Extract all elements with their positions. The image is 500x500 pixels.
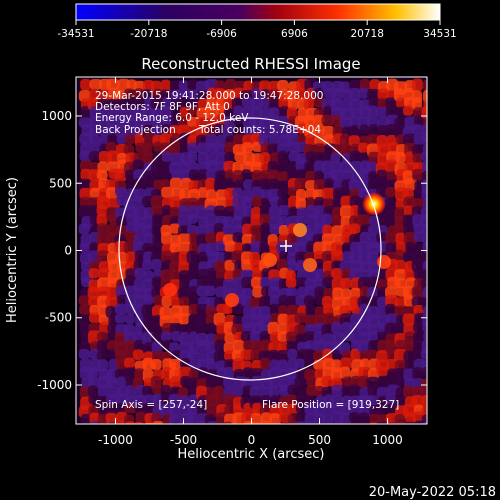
annotation-counts: Total counts: 5.78E+04 — [198, 124, 321, 136]
x-tick-label: -1000 — [98, 433, 133, 447]
reconstructed-image — [76, 77, 427, 424]
flare-hotspot — [362, 192, 386, 216]
annotation-method: Back Projection — [95, 124, 176, 136]
colorbar-tick-label: -34531 — [57, 28, 94, 40]
colorbar-tick-label: -20718 — [130, 28, 167, 40]
annotation-time: 29-Mar-2015 19:41:28.000 to 19:47:28.000 — [95, 90, 323, 102]
colorbar-tick-label: 20718 — [350, 28, 383, 40]
x-axis-label: Heliocentric X (arcsec) — [178, 447, 325, 462]
colorbar-tick-label: -6906 — [206, 28, 237, 40]
y-tick-label: -500 — [45, 311, 72, 325]
plot-title: Reconstructed RHESSI Image — [141, 55, 360, 73]
info-annotations: 29-Mar-2015 19:41:28.000 to 19:47:28.000… — [95, 90, 399, 411]
annotation-detectors: Detectors: 7F 8F 9F, Att 0 — [95, 101, 230, 113]
image-blobs — [78, 78, 427, 424]
spin-axis-marker — [280, 240, 292, 252]
colorbar-ticks: -34531 -20718 -6906 6906 20718 34531 — [57, 20, 457, 40]
y-tick-label: -1000 — [37, 378, 72, 392]
annotation-spin-axis: Spin Axis = [257,-24] — [95, 399, 207, 411]
y-tick-label: 1000 — [41, 109, 72, 123]
colorbar-tick-label: 34531 — [423, 28, 456, 40]
x-tick-label: -500 — [170, 433, 197, 447]
colorbar — [75, 3, 441, 21]
colorbar-tick-label: 6906 — [281, 28, 308, 40]
y-tick-label: 500 — [49, 176, 72, 190]
annotation-energy: Energy Range: 6.0 - 12.0 keV — [95, 112, 249, 124]
annotation-flare-position: Flare Position = [919,327] — [262, 399, 399, 411]
axis-ticks: -1000 -500 0 500 1000 1000 500 0 -500 -1000 — [37, 77, 427, 447]
x-tick-label: 500 — [308, 433, 331, 447]
y-axis-label: Heliocentric Y (arcsec) — [5, 177, 20, 323]
y-tick-label: 0 — [64, 244, 72, 258]
x-tick-label: 0 — [248, 433, 256, 447]
solar-limb — [118, 117, 382, 381]
x-tick-label: 1000 — [372, 433, 403, 447]
timestamp: 20-May-2022 05:18 — [369, 485, 496, 500]
